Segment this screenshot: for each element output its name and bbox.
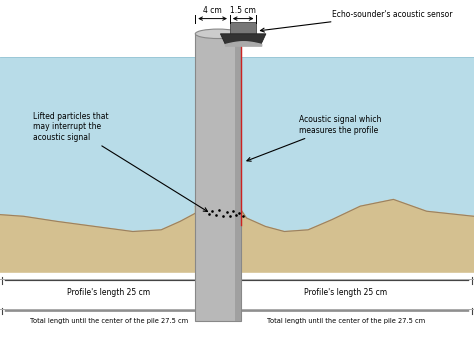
Text: Lifted particles that
may interrupt the
acoustic signal: Lifted particles that may interrupt the … bbox=[33, 112, 208, 212]
Bar bbox=[230, 22, 256, 34]
Text: Echo-sounder's acoustic sensor: Echo-sounder's acoustic sensor bbox=[260, 10, 452, 32]
Text: 1.5 cm: 1.5 cm bbox=[230, 5, 256, 15]
Polygon shape bbox=[241, 199, 474, 272]
Text: Profile's length 25 cm: Profile's length 25 cm bbox=[304, 288, 388, 297]
Text: Total length until the center of the pile 27.5 cm: Total length until the center of the pil… bbox=[30, 318, 188, 324]
Polygon shape bbox=[220, 34, 266, 44]
Text: Total length until the center of the pile 27.5 cm: Total length until the center of the pil… bbox=[267, 318, 425, 324]
Bar bbox=[0, 0, 474, 57]
Text: 4 cm: 4 cm bbox=[203, 5, 222, 15]
Ellipse shape bbox=[195, 29, 241, 39]
Polygon shape bbox=[0, 206, 199, 272]
Bar bbox=[235, 34, 241, 321]
Bar bbox=[195, 34, 241, 321]
Bar bbox=[0, 57, 474, 272]
Text: Profile's length 25 cm: Profile's length 25 cm bbox=[67, 288, 151, 297]
Text: Acoustic signal which
measures the profile: Acoustic signal which measures the profi… bbox=[247, 115, 381, 161]
